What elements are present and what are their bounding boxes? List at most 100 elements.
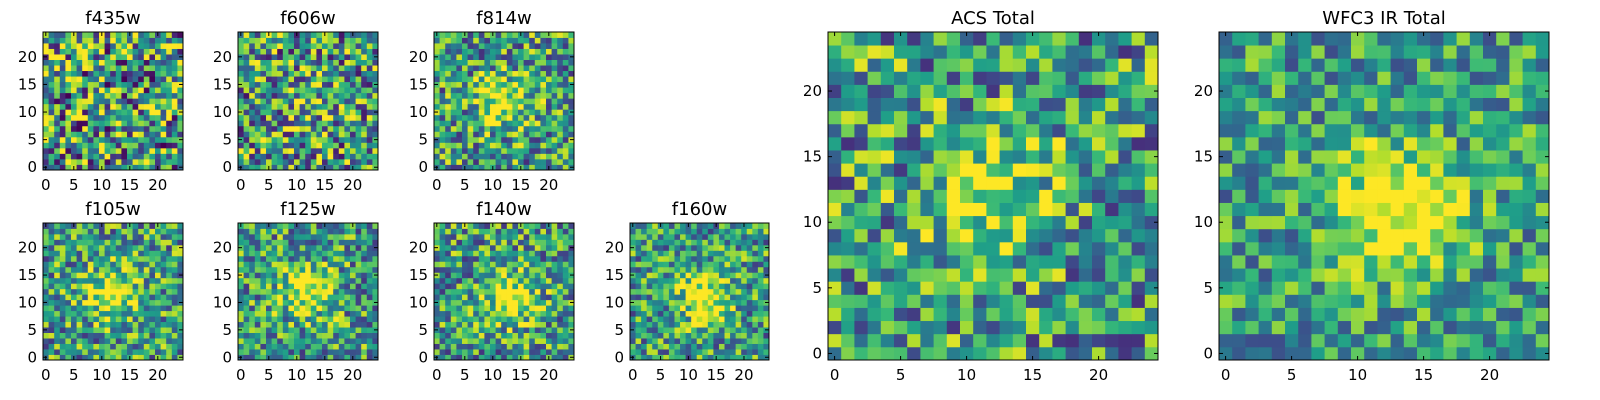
heatmap-cell xyxy=(99,65,105,72)
heatmap-cell xyxy=(434,153,440,160)
heatmap-cell xyxy=(361,343,368,350)
heatmap-cell xyxy=(338,81,345,88)
heatmap-cell xyxy=(501,261,508,268)
heatmap-cell xyxy=(310,228,317,235)
heatmap-cell xyxy=(138,244,145,251)
heatmap-cell xyxy=(294,233,300,240)
heatmap-cell xyxy=(551,59,558,66)
heatmap-cell xyxy=(501,120,508,127)
heatmap-cell xyxy=(674,305,681,312)
heatmap-cell xyxy=(946,189,961,203)
heatmap-cell xyxy=(87,65,94,72)
heatmap-cell xyxy=(177,283,184,290)
heatmap-cell xyxy=(523,294,530,301)
heatmap-cell xyxy=(43,70,49,77)
heatmap-cell xyxy=(254,338,261,344)
heatmap-cell xyxy=(445,158,452,165)
heatmap-cell xyxy=(138,136,145,143)
heatmap-cell xyxy=(266,349,272,355)
heatmap-cell xyxy=(71,327,77,333)
heatmap-cell xyxy=(702,266,709,273)
heatmap-cell xyxy=(305,261,312,268)
heatmap-cell xyxy=(87,142,94,149)
heatmap-cell xyxy=(372,98,379,105)
heatmap-cell xyxy=(523,43,530,49)
heatmap-cell xyxy=(546,131,552,138)
heatmap-cell xyxy=(518,321,524,328)
heatmap-cell xyxy=(707,338,714,344)
heatmap-cell xyxy=(450,343,457,350)
heatmap-cell xyxy=(316,250,323,257)
heatmap-cell xyxy=(99,294,105,301)
y-tick-label: 10 xyxy=(18,293,37,311)
heatmap-cell xyxy=(450,327,457,333)
heatmap-cell xyxy=(260,255,267,262)
heatmap-cell xyxy=(529,103,536,110)
heatmap-cell xyxy=(99,109,105,116)
heatmap-cell xyxy=(266,266,272,273)
heatmap-cell xyxy=(685,310,692,317)
heatmap-cell xyxy=(76,98,83,105)
heatmap-cell xyxy=(512,299,519,306)
heatmap-cell xyxy=(973,189,987,203)
heatmap-cell xyxy=(48,142,55,149)
heatmap-cell xyxy=(243,349,250,355)
heatmap-cell xyxy=(540,103,547,110)
heatmap-cell xyxy=(121,283,128,290)
heatmap-cell xyxy=(177,321,184,328)
heatmap-cell xyxy=(355,87,362,94)
heatmap-cell xyxy=(48,310,55,317)
heatmap-cell xyxy=(478,332,485,339)
heatmap-cell xyxy=(305,343,312,350)
heatmap-cell xyxy=(82,349,89,355)
heatmap-cell xyxy=(1078,241,1093,256)
heatmap-cell xyxy=(551,153,558,160)
heatmap-cell xyxy=(512,65,519,72)
heatmap-cell xyxy=(467,332,474,339)
heatmap-cell xyxy=(327,277,334,284)
heatmap-cell xyxy=(696,327,703,333)
heatmap-cell xyxy=(546,109,552,116)
heatmap-cell xyxy=(271,223,278,229)
heatmap-cell xyxy=(344,338,351,344)
heatmap-cell xyxy=(456,310,463,317)
heatmap-cell xyxy=(495,98,502,105)
heatmap-cell xyxy=(707,332,714,339)
heatmap-cell xyxy=(518,142,524,149)
heatmap-cell xyxy=(663,327,670,333)
heatmap-cell xyxy=(456,299,463,306)
heatmap-cell xyxy=(473,332,480,339)
heatmap-cell xyxy=(121,288,128,295)
heatmap-cell xyxy=(506,32,513,38)
heatmap-cell xyxy=(254,277,261,284)
heatmap-cell xyxy=(48,223,55,229)
heatmap-cell xyxy=(484,233,491,240)
heatmap-cell xyxy=(316,239,323,246)
heatmap-cell xyxy=(65,120,72,127)
heatmap-cell xyxy=(518,228,524,235)
heatmap-cell xyxy=(271,81,278,88)
heatmap-cell xyxy=(243,114,250,121)
heatmap-cell xyxy=(999,202,1014,217)
heatmap-cell xyxy=(288,349,295,355)
heatmap-cell xyxy=(450,283,457,290)
heatmap-cell xyxy=(551,310,558,317)
heatmap-cell xyxy=(512,266,519,273)
heatmap-cell xyxy=(333,109,340,116)
heatmap-cell xyxy=(568,266,575,273)
heatmap-cell xyxy=(1065,202,1080,217)
heatmap-cell xyxy=(718,327,725,333)
heatmap-cell xyxy=(76,54,83,60)
heatmap-cell xyxy=(1092,189,1106,203)
heatmap-cell xyxy=(288,76,295,83)
heatmap-cell xyxy=(149,250,156,257)
heatmap-cell xyxy=(1144,268,1159,282)
heatmap-cell xyxy=(266,316,272,323)
heatmap-cell xyxy=(361,223,368,229)
heatmap-cell xyxy=(763,223,770,229)
heatmap-cell xyxy=(138,354,145,361)
heatmap-cell xyxy=(495,103,502,110)
heatmap-cell xyxy=(546,294,552,301)
heatmap-cell xyxy=(316,228,323,235)
heatmap-cell xyxy=(243,239,250,246)
